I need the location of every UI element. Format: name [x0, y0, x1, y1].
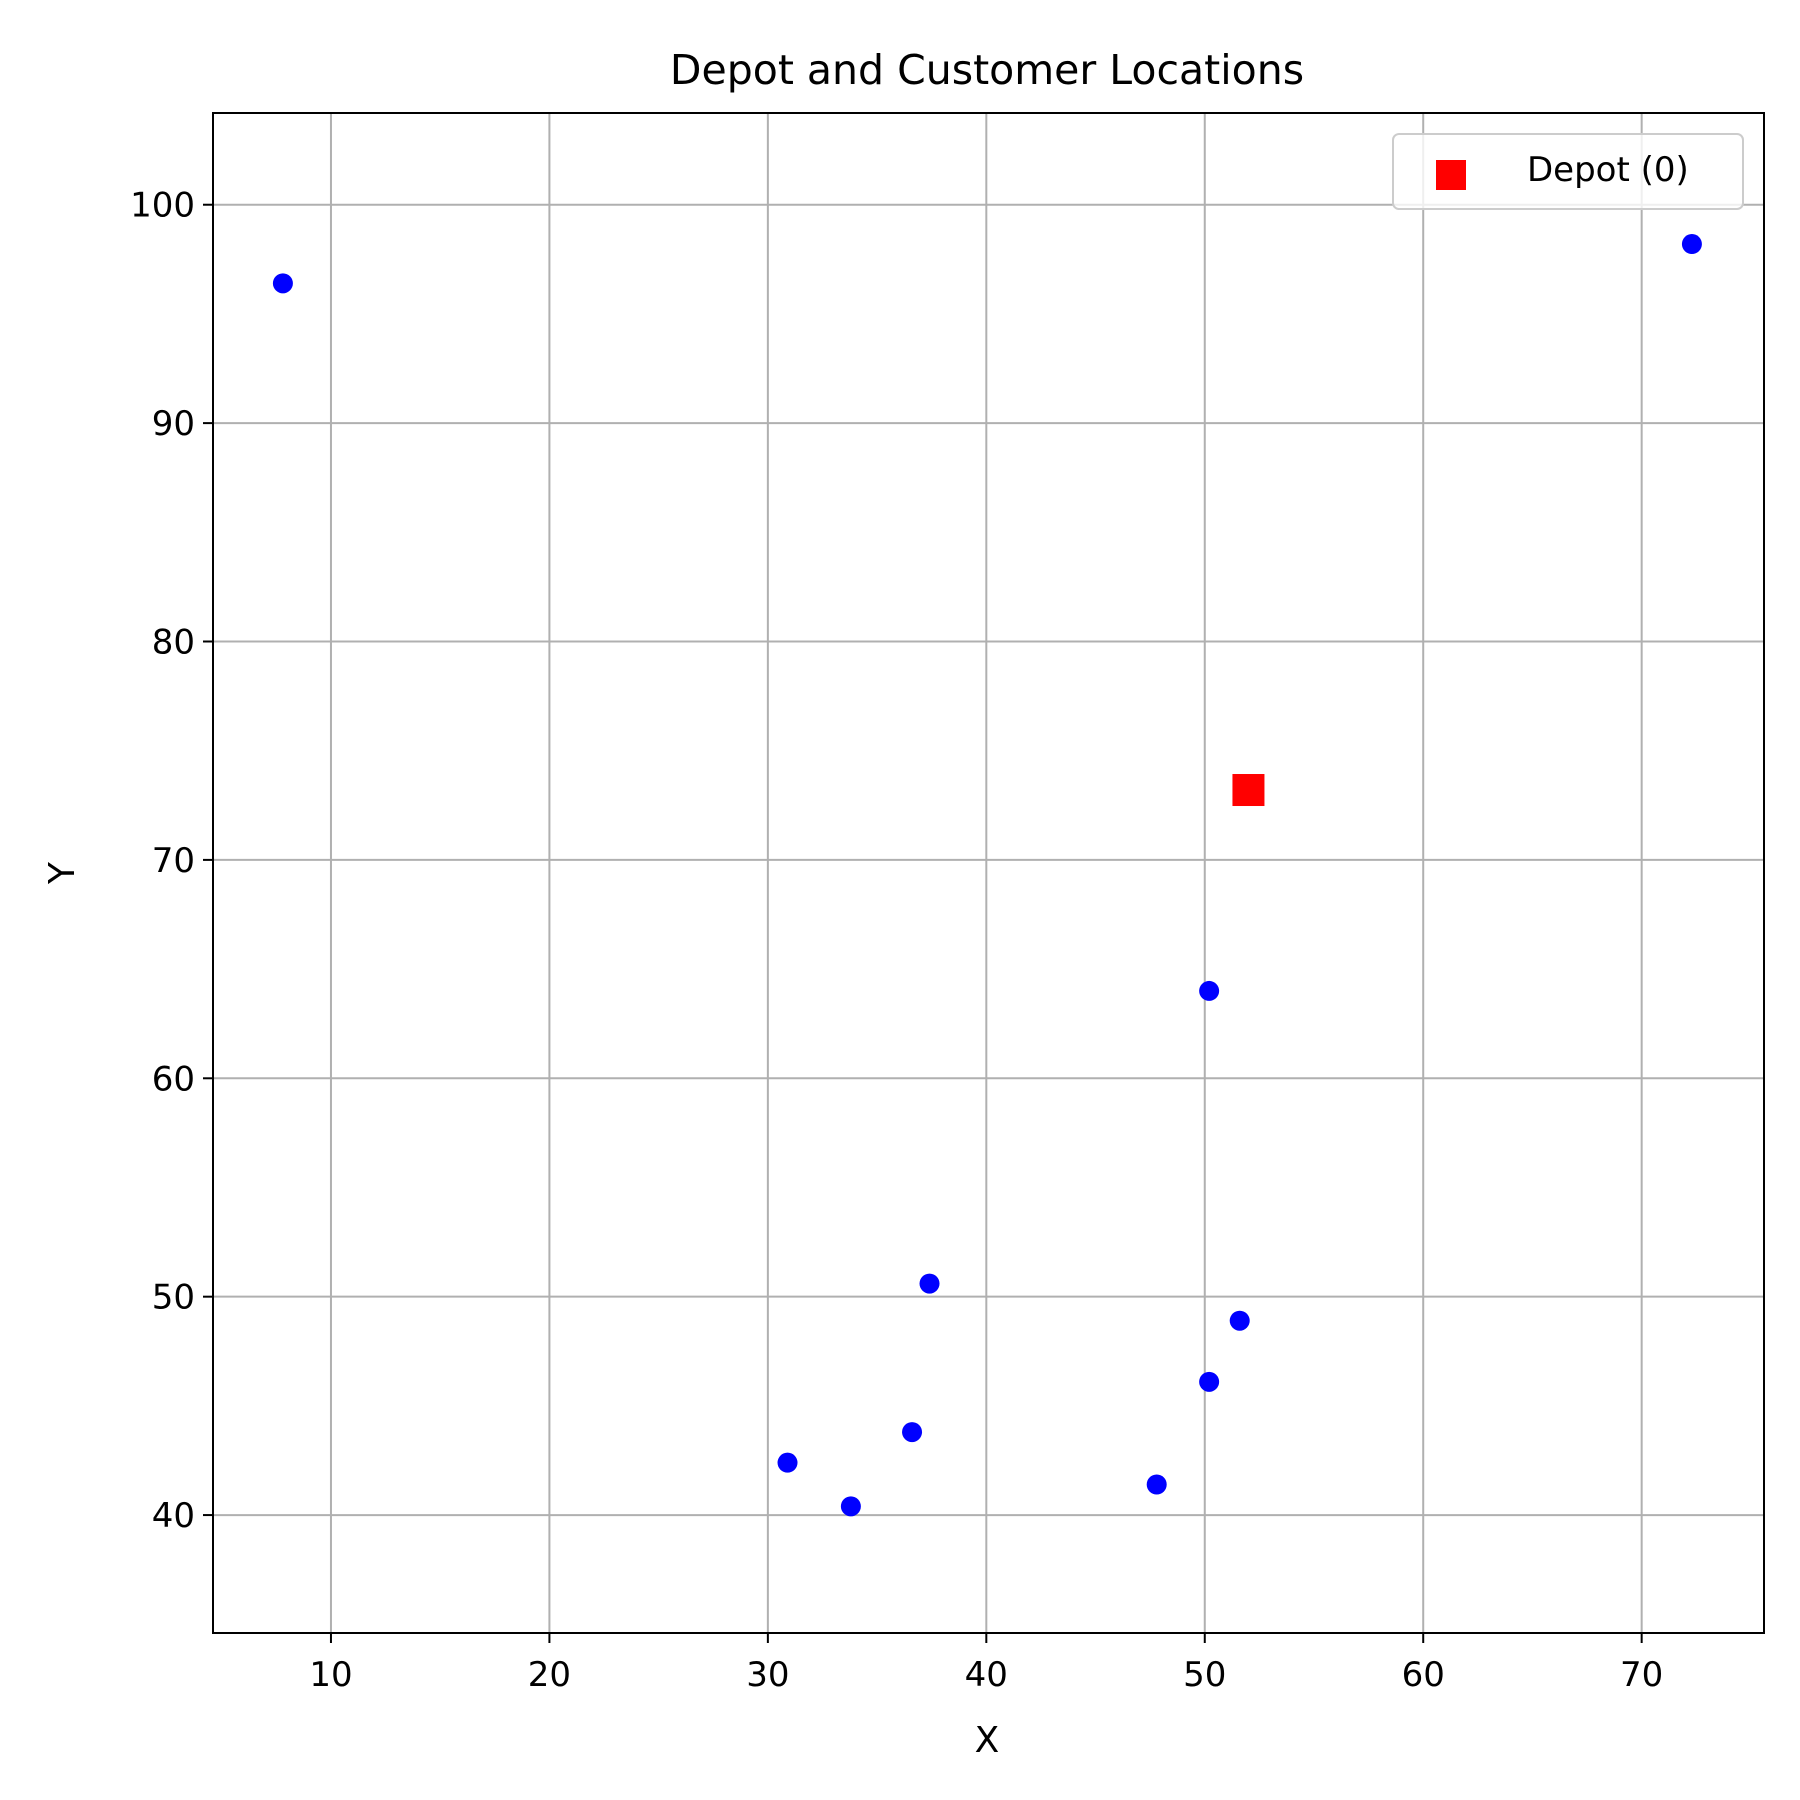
customer-point	[1229, 1310, 1250, 1331]
y-axis-label: Y	[42, 861, 83, 885]
chart-title: Depot and Customer Locations	[670, 46, 1304, 94]
tick-layer: 10 20 30 40 50 60 70 40 50 60 70 80 90 100	[130, 186, 1663, 1695]
customer-point	[1199, 1371, 1220, 1392]
y-tick-label: 50	[152, 1278, 195, 1318]
customer-point	[902, 1422, 923, 1443]
y-tick-label: 70	[152, 841, 195, 881]
customer-point	[1146, 1474, 1167, 1495]
y-tick-label: 80	[152, 623, 195, 663]
x-tick-label: 30	[746, 1655, 789, 1695]
customer-point	[777, 1452, 798, 1473]
x-axis-label: X	[975, 1720, 1000, 1761]
customer-point	[1681, 234, 1702, 255]
legend-depot-label: Depot (0)	[1527, 150, 1689, 190]
customer-point	[1199, 980, 1220, 1001]
y-tick-label: 100	[130, 186, 195, 226]
x-tick-label: 60	[1402, 1655, 1445, 1695]
customer-point	[840, 1496, 861, 1517]
x-tick-label: 40	[965, 1655, 1008, 1695]
depot-marker	[1232, 774, 1265, 807]
x-tick-label: 20	[528, 1655, 571, 1695]
legend-depot-marker	[1436, 160, 1466, 190]
x-tick-label: 10	[309, 1655, 352, 1695]
point-layer	[272, 234, 1702, 1517]
customer-point	[919, 1273, 940, 1294]
x-tick-label: 50	[1183, 1655, 1226, 1695]
legend: Depot (0)	[1392, 133, 1744, 210]
x-tick-label: 70	[1620, 1655, 1663, 1695]
y-tick-label: 60	[152, 1059, 195, 1099]
y-tick-label: 90	[152, 404, 195, 444]
customer-point	[272, 273, 293, 294]
y-tick-label: 40	[152, 1496, 195, 1536]
legend-box	[1392, 133, 1744, 210]
plot-frame	[212, 112, 1765, 1634]
